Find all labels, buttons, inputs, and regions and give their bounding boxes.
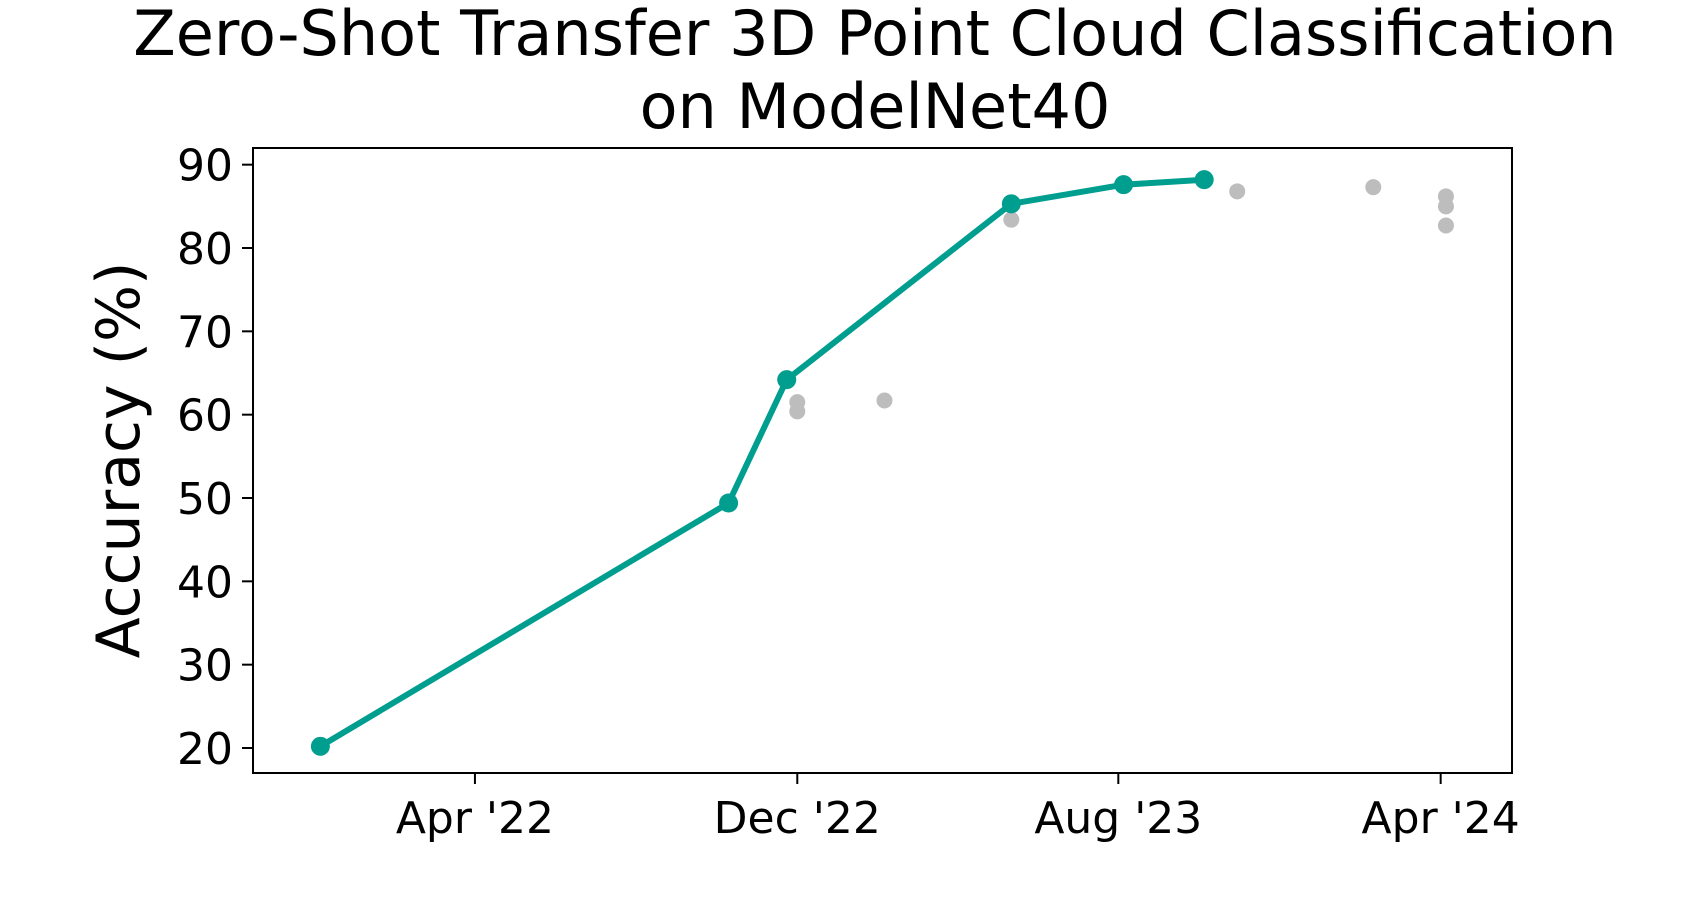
other-data-point	[1437, 198, 1454, 215]
sota-data-point	[310, 736, 330, 756]
chart-title: Zero-Shot Transfer 3D Point Cloud Classi…	[133, 0, 1616, 143]
y-tick-label: 80	[177, 224, 233, 275]
chart-title-line-1: Zero-Shot Transfer 3D Point Cloud Classi…	[133, 0, 1616, 70]
other-data-point	[1229, 183, 1246, 200]
other-data-point	[1437, 217, 1454, 234]
x-tick-label: Apr '24	[1362, 793, 1520, 844]
y-tick-label: 60	[177, 391, 233, 442]
y-tick-label: 40	[177, 557, 233, 608]
other-data-point	[1003, 211, 1020, 228]
y-tick-label: 30	[177, 641, 233, 692]
plot-marks	[310, 170, 1454, 756]
y-tick-label: 90	[177, 141, 233, 192]
sota-data-point	[777, 370, 797, 390]
sota-line	[317, 176, 1208, 750]
sota-data-point	[1001, 194, 1021, 214]
sota-data-point	[1114, 175, 1134, 195]
y-tick-label: 20	[177, 724, 233, 775]
other-data-point	[876, 392, 893, 409]
x-tick-label: Aug '23	[1034, 793, 1202, 844]
sota-data-point	[719, 493, 739, 513]
other-data-point	[789, 403, 806, 420]
plot-axes: 20 30 40 50 60 70 80 90 Apr '22 Dec '22 Aug '23 Apr…	[177, 141, 1520, 844]
other-data-point	[1365, 179, 1382, 196]
y-tick-label: 70	[177, 307, 233, 358]
plot-frame	[252, 147, 1513, 774]
x-tick-label: Dec '22	[714, 793, 881, 844]
chart-title-line-2: on ModelNet40	[640, 70, 1111, 143]
sota-data-point	[1194, 170, 1214, 190]
y-axis-label: Accuracy (%)	[84, 262, 154, 659]
x-tick-label: Apr '22	[396, 793, 554, 844]
y-tick-label: 50	[177, 474, 233, 525]
